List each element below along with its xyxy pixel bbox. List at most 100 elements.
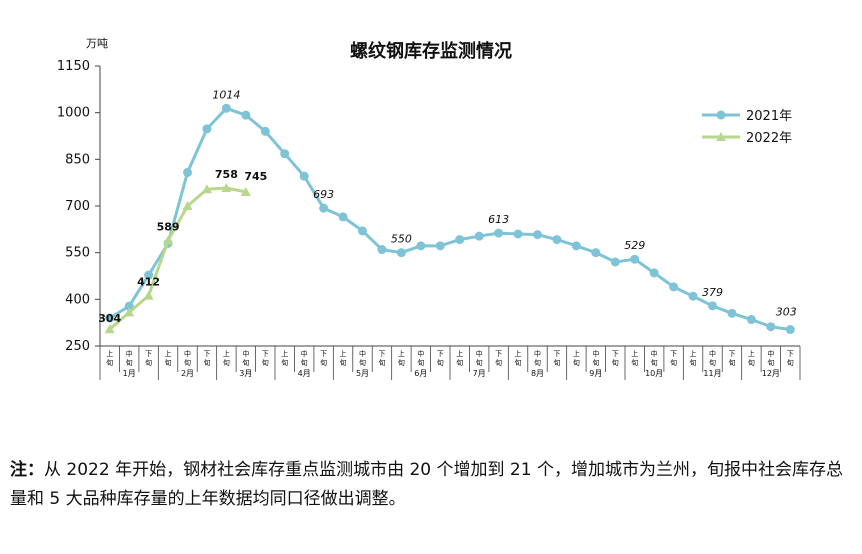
x-tick-label: 旬 (534, 358, 541, 367)
data-label: 412 (137, 276, 160, 289)
x-tick-label: 旬 (573, 358, 580, 367)
data-point-marker (494, 228, 504, 238)
data-point-marker (319, 203, 329, 213)
data-point-marker (124, 307, 135, 317)
data-label: 613 (488, 213, 509, 226)
x-tick-label: 旬 (203, 358, 210, 367)
y-tick-label: 250 (65, 339, 90, 354)
x-tick-label: 上 (748, 349, 755, 358)
y-tick-label: 850 (65, 152, 90, 167)
x-tick-label: 旬 (651, 358, 658, 367)
data-point-marker (377, 245, 387, 255)
x-tick-label: 下 (612, 350, 619, 358)
x-tick-label: 中 (359, 349, 366, 358)
data-point-marker (455, 235, 465, 245)
x-tick-label: 下 (670, 350, 677, 358)
data-label: 304 (98, 312, 121, 325)
x-tick-label: 下 (378, 350, 385, 358)
x-month-label: 1月 (123, 369, 136, 378)
series-line (108, 106, 791, 331)
data-point-marker (105, 313, 115, 323)
data-point-marker (163, 235, 174, 245)
x-month-label: 10月 (645, 369, 663, 378)
data-label: 303 (776, 306, 797, 319)
data-point-marker (766, 322, 776, 332)
x-tick-label: 中 (126, 349, 133, 358)
data-point-marker (746, 315, 756, 325)
x-tick-label: 旬 (495, 358, 502, 367)
x-month-label: 11月 (703, 369, 721, 378)
data-point-marker (396, 248, 406, 258)
x-tick-label: 旬 (709, 358, 716, 367)
x-tick-label: 旬 (106, 358, 113, 367)
data-label: 693 (313, 188, 334, 201)
x-tick-label: 旬 (631, 358, 638, 367)
data-point-marker (591, 248, 601, 258)
data-point-marker (630, 254, 640, 264)
x-tick-label: 旬 (359, 358, 366, 367)
data-point-marker (552, 235, 562, 245)
data-label: 758 (215, 168, 238, 181)
data-point-marker (104, 324, 115, 334)
data-point-marker (785, 325, 795, 335)
x-tick-label: 旬 (378, 358, 385, 367)
x-tick-label: 旬 (301, 358, 308, 367)
data-label: 589 (157, 221, 180, 234)
x-tick-label: 下 (262, 350, 269, 358)
data-label: 550 (391, 233, 412, 246)
x-month-label: 6月 (414, 369, 427, 378)
footnote-prefix: 注： (10, 460, 44, 480)
x-tick-label: 下 (495, 350, 502, 358)
data-point-marker (183, 167, 192, 177)
x-tick-label: 旬 (767, 358, 774, 367)
x-tick-label: 下 (787, 350, 794, 358)
data-point-marker (202, 124, 212, 134)
x-tick-label: 下 (728, 350, 735, 358)
data-point-marker (182, 201, 193, 210)
x-month-label: 9月 (589, 369, 602, 378)
y-unit-label: 万吨 (86, 37, 108, 50)
data-point-marker (571, 241, 581, 251)
y-tick-label: 1000 (57, 106, 90, 121)
data-point-marker (358, 226, 367, 236)
legend: 2021年 2022年 (702, 109, 792, 146)
data-point-marker (416, 241, 426, 251)
y-tick-label: 550 (65, 246, 90, 261)
x-tick-label: 下 (145, 350, 152, 358)
y-axis: 250 400 550 700 850 1000 1150 (57, 59, 101, 354)
x-tick-label: 下 (553, 350, 560, 358)
y-tick-label: 700 (65, 199, 90, 214)
x-tick-label: 旬 (553, 358, 560, 367)
data-point-marker (533, 230, 542, 240)
footnote: 注：从 2022 年开始，钢材社会库存重点监测城市由 20 个增加到 21 个，… (10, 456, 855, 514)
data-point-marker (201, 184, 212, 194)
x-tick-label: 旬 (787, 358, 794, 367)
x-tick-label: 下 (203, 350, 210, 358)
y-tick-label: 400 (65, 292, 90, 307)
data-point-marker (124, 301, 134, 311)
data-point-marker (435, 241, 445, 251)
x-tick-label: 旬 (690, 358, 697, 367)
x-month-label: 4月 (298, 369, 311, 378)
x-tick-label: 旬 (476, 358, 483, 367)
x-tick-label: 旬 (126, 358, 133, 367)
data-point-marker (716, 132, 726, 141)
x-axis: 上旬中旬下旬上旬中旬下旬上旬中旬下旬上旬中旬下旬上旬中旬下旬上旬中旬下旬上旬中旬… (99, 345, 801, 380)
data-point-marker (513, 229, 523, 239)
x-tick-label: 上 (106, 349, 113, 358)
x-month-label: 5月 (356, 369, 369, 378)
x-tick-label: 上 (281, 349, 288, 358)
data-point-marker (727, 308, 737, 318)
x-tick-label: 中 (242, 349, 249, 358)
y-tick-label: 1150 (57, 59, 90, 74)
x-month-label: 2月 (181, 369, 194, 378)
x-tick-label: 旬 (398, 358, 405, 367)
data-point-marker (144, 270, 154, 280)
x-tick-label: 中 (534, 349, 541, 358)
data-point-marker (716, 110, 726, 120)
data-point-marker (708, 301, 717, 311)
x-tick-label: 中 (709, 349, 716, 358)
x-tick-label: 旬 (340, 358, 347, 367)
series-1: 1014 693 550 613 529 379 303 (105, 88, 797, 335)
x-tick-label: 中 (592, 349, 599, 358)
